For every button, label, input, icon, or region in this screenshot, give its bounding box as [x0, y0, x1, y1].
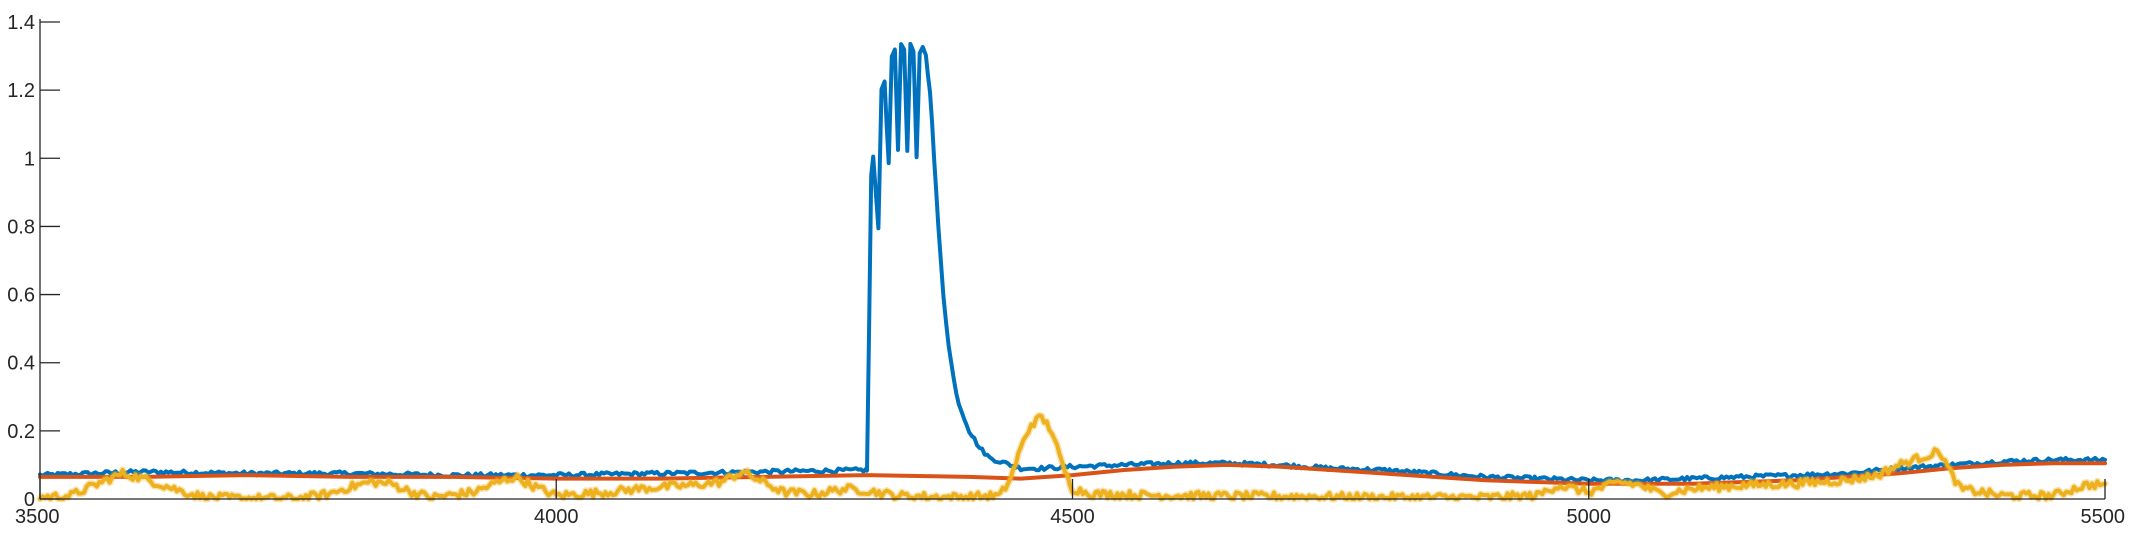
- series-3-line: [38, 413, 2107, 501]
- y-tick-label: 0: [24, 489, 35, 511]
- x-tick-label: 5500: [2081, 506, 2126, 528]
- x-tick-label: 5000: [1567, 506, 1612, 528]
- series-2-line: [38, 461, 2107, 486]
- y-tick-label: 1.2: [7, 80, 35, 102]
- series-layer: [36, 41, 2109, 503]
- x-tick-label: 3500: [15, 506, 60, 528]
- series-1-line: [38, 41, 2107, 484]
- y-tick-label: 0.4: [7, 353, 35, 375]
- x-tick-label: 4500: [1050, 506, 1095, 528]
- axes: 0 0.2 0.4 0.6 0.8 1 1.2 1.4 3500 4000 4500 5000 5500: [7, 12, 2125, 528]
- y-tick-label: 0.8: [7, 216, 35, 238]
- y-tick-label: 0.6: [7, 285, 35, 307]
- y-tick-label: 1.4: [7, 12, 35, 34]
- y-tick-label: 0.2: [7, 421, 35, 443]
- x-tick-label: 4000: [534, 506, 579, 528]
- y-tick-label: 1: [24, 148, 35, 170]
